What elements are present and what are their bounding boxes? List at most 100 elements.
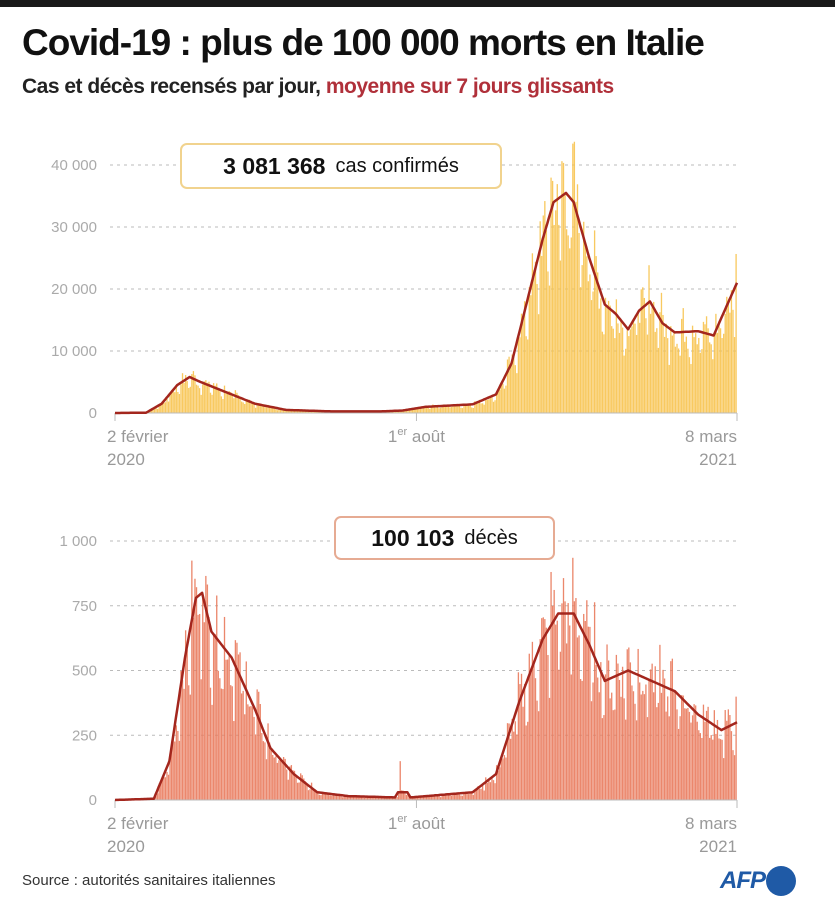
cases-daily-bar (483, 404, 485, 413)
cases-daily-bar (581, 265, 583, 413)
deaths-daily-bar (607, 660, 610, 800)
cases-daily-bar (458, 405, 460, 413)
deaths-daily-bar (509, 738, 512, 800)
cases-daily-bar (248, 399, 251, 413)
deaths-daily-bar (625, 719, 627, 800)
cases-daily-bar (503, 388, 506, 413)
deaths-daily-bar (290, 765, 293, 800)
cases-daily-bar (649, 313, 652, 413)
cases-daily-bar (643, 297, 646, 413)
deaths-daily-bar (298, 782, 300, 800)
deaths-daily-bar (623, 698, 625, 800)
deaths-daily-bar (356, 795, 358, 800)
cases-daily-bar (695, 333, 697, 413)
cases-daily-bar (286, 410, 288, 413)
cases-daily-bar (160, 403, 162, 413)
deaths-xtick-label: 2 février (107, 814, 169, 833)
deaths-daily-bar (474, 790, 476, 800)
cases-daily-bar (474, 401, 476, 413)
cases-daily-bar (494, 400, 496, 413)
cases-daily-bar (163, 402, 165, 413)
deaths-daily-bar (416, 797, 418, 800)
cases-daily-bar (542, 215, 544, 413)
deaths-daily-bar (259, 704, 261, 800)
deaths-daily-bar (312, 789, 314, 800)
cases-daily-bar (698, 337, 700, 413)
deaths-daily-bar (668, 716, 670, 800)
deaths-daily-bar (160, 782, 162, 800)
cases-daily-bar (167, 401, 170, 413)
deaths-daily-bar (670, 661, 672, 800)
deaths-daily-bar (570, 674, 572, 800)
cases-daily-bar (404, 410, 406, 413)
cases-daily-bar (514, 365, 516, 413)
deaths-daily-bar (184, 630, 187, 800)
cases-daily-bar (558, 224, 560, 413)
cases-daily-bar (433, 406, 436, 413)
deaths-daily-bar (318, 794, 321, 800)
deaths-daily-bar (696, 721, 698, 800)
deaths-daily-bar (506, 723, 509, 800)
deaths-daily-bar (346, 795, 349, 800)
cases-daily-bar (513, 353, 515, 413)
deaths-daily-bar (261, 733, 263, 800)
deaths-daily-bar (424, 795, 426, 800)
deaths-daily-bar (628, 647, 630, 800)
deaths-daily-bar (478, 788, 481, 800)
deaths-daily-bar (295, 775, 297, 800)
deaths-daily-bar (555, 624, 557, 800)
deaths-daily-bar (289, 766, 291, 800)
deaths-daily-bar (317, 792, 319, 800)
deaths-daily-bar (528, 653, 530, 800)
cases-daily-bar (567, 235, 569, 413)
cases-daily-bar (486, 399, 488, 413)
cases-daily-bar (556, 184, 558, 413)
deaths-daily-bar (394, 797, 397, 800)
deaths-daily-bar (693, 704, 695, 800)
deaths-daily-bar (724, 710, 726, 800)
cases-daily-bar (463, 403, 465, 413)
deaths-ytick-label: 500 (72, 663, 97, 680)
deaths-daily-bar (691, 715, 694, 800)
deaths-daily-bar (256, 689, 258, 800)
cases-daily-bar (198, 388, 201, 413)
deaths-daily-bar (648, 679, 650, 800)
deaths-daily-bar (405, 794, 408, 800)
cases-daily-bar (682, 308, 684, 413)
subtitle-main: Cas et décès recensés par jour, (22, 75, 321, 98)
deaths-daily-bar (578, 635, 580, 800)
deaths-daily-bar (167, 774, 170, 800)
cases-daily-bar (676, 343, 678, 413)
deaths-daily-bar (404, 793, 406, 800)
deaths-xtick-label: 8 mars (685, 814, 737, 833)
deaths-daily-bar (362, 797, 364, 800)
deaths-daily-bar (466, 792, 468, 800)
cases-daily-bar (662, 314, 664, 413)
deaths-daily-bar (480, 788, 482, 800)
cases-daily-bar (155, 407, 157, 413)
deaths-daily-bar (593, 602, 596, 800)
deaths-daily-bar (494, 783, 496, 800)
deaths-daily-bar (220, 688, 223, 800)
cases-daily-bar (573, 141, 576, 414)
cases-daily-bar (279, 407, 282, 413)
cases-daily-bar (489, 395, 492, 413)
cases-daily-bar (561, 161, 563, 413)
cases-daily-bar (570, 237, 572, 413)
deaths-daily-bar (449, 794, 451, 800)
cases-daily-bar (656, 328, 658, 413)
cases-daily-bar (584, 243, 586, 413)
cases-daily-bar (492, 401, 495, 413)
cases-daily-bar (583, 221, 585, 413)
deaths-daily-bar (561, 603, 563, 800)
deaths-daily-bar (598, 692, 600, 800)
deaths-daily-bar (500, 759, 502, 800)
deaths-daily-bar (682, 695, 684, 800)
cases-daily-bar (629, 329, 632, 413)
cases-daily-bar (194, 375, 196, 413)
deaths-daily-bar (710, 735, 712, 800)
deaths-daily-bar (534, 678, 537, 800)
deaths-daily-bar (373, 797, 375, 800)
cases-daily-bar (150, 409, 153, 413)
cases-daily-bar (254, 407, 257, 413)
